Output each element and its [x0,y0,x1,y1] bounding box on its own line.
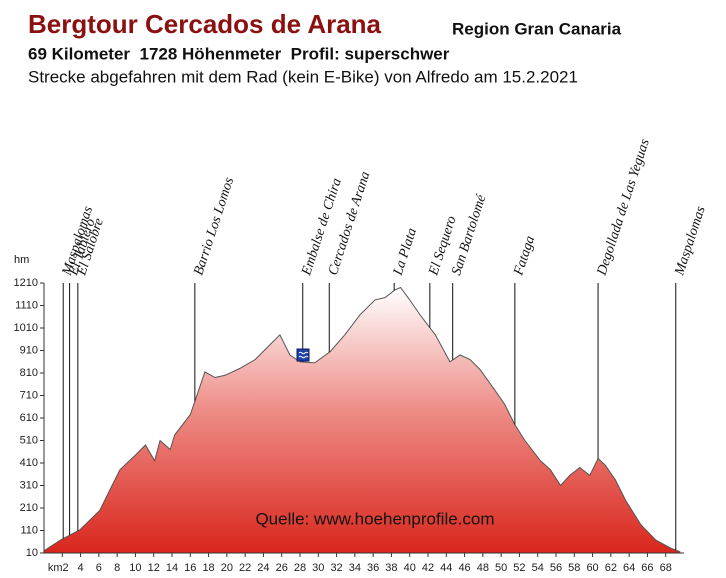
x-tick-label: 66 [641,562,653,574]
y-tick-label: 410 [20,457,38,469]
y-tick-label: 310 [20,479,38,491]
x-tick-label: 42 [422,562,434,574]
x-tick-label: 14 [166,562,178,574]
y-tick-label: 110 [20,524,38,536]
x-tick-label: 58 [568,562,580,574]
y-tick-label: 710 [20,389,38,401]
x-tick-label: 28 [294,562,306,574]
place-label: Maspalomas [672,204,709,278]
chart-subtitle: Region Gran Canaria [452,19,622,38]
x-tick-label: 20 [221,562,233,574]
x-tick-label: 64 [623,562,635,574]
x-tick-label: 62 [605,562,617,574]
x-tick-label: 10 [129,562,141,574]
description: Strecke abgefahren mit dem Rad (kein E-B… [28,67,578,86]
elevation-area [44,287,681,553]
x-tick-label: 18 [202,562,214,574]
x-tick-label: 52 [513,562,525,574]
x-tick-label: 36 [367,562,379,574]
x-tick-label: 26 [276,562,288,574]
x-tick-label: 48 [477,562,489,574]
x-tick-label: km2 [48,562,69,574]
x-tick-label: 68 [660,562,672,574]
y-tick-label: 1210 [14,277,38,289]
y-tick-label: 210 [20,502,38,514]
y-tick-label: 610 [20,412,38,424]
x-tick-label: 44 [440,562,452,574]
y-axis-label: hm [14,254,29,266]
chart-title: Bergtour Cercados de Arana [28,9,382,39]
source-note: Quelle: www.hoehenprofile.com [255,509,494,528]
x-tick-label: 32 [330,562,342,574]
x-tick-label: 30 [312,562,324,574]
place-label: San Bartolomé [449,192,489,277]
x-tick-label: 6 [96,562,102,574]
x-tick-label: 16 [184,562,196,574]
x-tick-label: 46 [458,562,470,574]
place-label: Fataga [511,234,538,278]
x-tick-label: 54 [532,562,544,574]
x-tick-label: 8 [114,562,120,574]
elevation-line [43,286,681,553]
place-label: La Plata [390,226,420,278]
info-line: 69 Kilometer 1728 Höhenmeter Profil: sup… [28,44,450,63]
place-label: Degollada de Las Yeguas [594,137,653,278]
reservoir-icon [296,348,310,362]
x-tick-label: 34 [349,562,361,574]
x-tick-label: 22 [239,562,251,574]
x-tick-label: 40 [404,562,416,574]
x-tick-label: 4 [78,562,84,574]
place-label: Barrio Los Lomos [191,175,237,277]
y-tick-label: 810 [20,367,38,379]
x-tick-label: 60 [586,562,598,574]
y-tick-label: 1010 [14,322,38,334]
x-tick-label: 38 [385,562,397,574]
x-tick-label: 12 [148,562,160,574]
x-tick-label: 24 [257,562,269,574]
x-tick-label: 56 [550,562,562,574]
y-tick-label: 10 [26,547,38,559]
y-tick-label: 1110 [15,299,38,311]
y-tick-label: 910 [20,344,38,356]
y-tick-label: 510 [20,434,38,446]
x-tick-label: 50 [495,562,507,574]
